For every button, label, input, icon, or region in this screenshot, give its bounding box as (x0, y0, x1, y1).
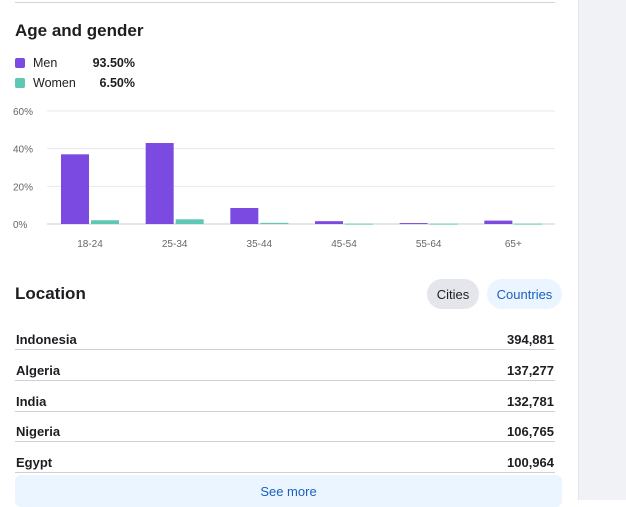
location-row: Algeria 137,277 (15, 351, 555, 381)
location-name: Algeria (16, 362, 61, 378)
location-row: India 132,781 (15, 382, 555, 412)
tab-cities[interactable]: Cities (427, 279, 479, 309)
bar-women-18-24 (91, 220, 119, 224)
location-value: 132,781 (507, 393, 554, 409)
y-tick-label: 60% (13, 107, 33, 118)
legend-swatch-men (15, 58, 25, 68)
legend-item-women: Women 6.50% (15, 74, 135, 92)
y-tick-label: 20% (13, 182, 33, 193)
age-gender-bar-chart: 0% 20% 40% 60% 18-24 25-34 35-44 45-54 55-64 65+ (13, 107, 555, 250)
location-value: 100,964 (507, 455, 554, 471)
y-tick-label: 40% (13, 145, 33, 156)
legend-label-women: Women (33, 76, 76, 90)
location-row: Indonesia 394,881 (15, 320, 555, 350)
location-name: India (16, 393, 47, 409)
location-row: Egypt 100,964 (15, 443, 555, 474)
location-name: Indonesia (16, 332, 77, 347)
y-tick-label: 0% (13, 220, 28, 231)
legend-value-women: 6.50% (99, 76, 135, 90)
x-tick-label: 55-64 (416, 239, 442, 250)
x-tick-label: 35-44 (247, 239, 273, 250)
bar-men-25-34 (145, 143, 174, 224)
location-value: 137,277 (507, 362, 554, 378)
bar-men-65+ (484, 220, 513, 224)
legend-swatch-women (15, 78, 25, 88)
bar-men-35-44 (230, 207, 259, 224)
legend-item-men: Men 93.50% (15, 54, 135, 72)
x-tick-label: 45-54 (331, 239, 357, 250)
location-title: Location (15, 284, 86, 303)
bar-men-18-24 (61, 154, 89, 224)
location-value: 106,765 (507, 424, 554, 440)
location-list: Indonesia 394,881 Algeria 137,277 India … (15, 320, 555, 474)
tab-countries[interactable]: Countries (487, 279, 562, 309)
right-gutter (578, 0, 626, 500)
bar-women-55-64 (429, 223, 458, 225)
x-tick-label: 25-34 (162, 239, 188, 250)
bar-women-25-34 (175, 219, 204, 224)
x-tick-label: 18-24 (77, 239, 103, 250)
see-more-button[interactable]: See more (15, 475, 562, 507)
bar-women-35-44 (260, 222, 289, 224)
bar-women-65+ (514, 223, 543, 225)
location-value: 394,881 (507, 332, 554, 347)
legend-value-men: 93.50% (92, 56, 135, 70)
location-name: Nigeria (16, 424, 61, 440)
x-tick-label: 65+ (505, 239, 522, 250)
legend-label-men: Men (33, 56, 58, 70)
bar-men-45-54 (315, 221, 343, 224)
top-divider (15, 2, 555, 3)
bar-women-45-54 (345, 223, 373, 225)
age-gender-title: Age and gender (15, 21, 144, 40)
location-row: Nigeria 106,765 (15, 412, 555, 443)
location-name: Egypt (16, 455, 53, 471)
bar-men-55-64 (399, 223, 428, 225)
